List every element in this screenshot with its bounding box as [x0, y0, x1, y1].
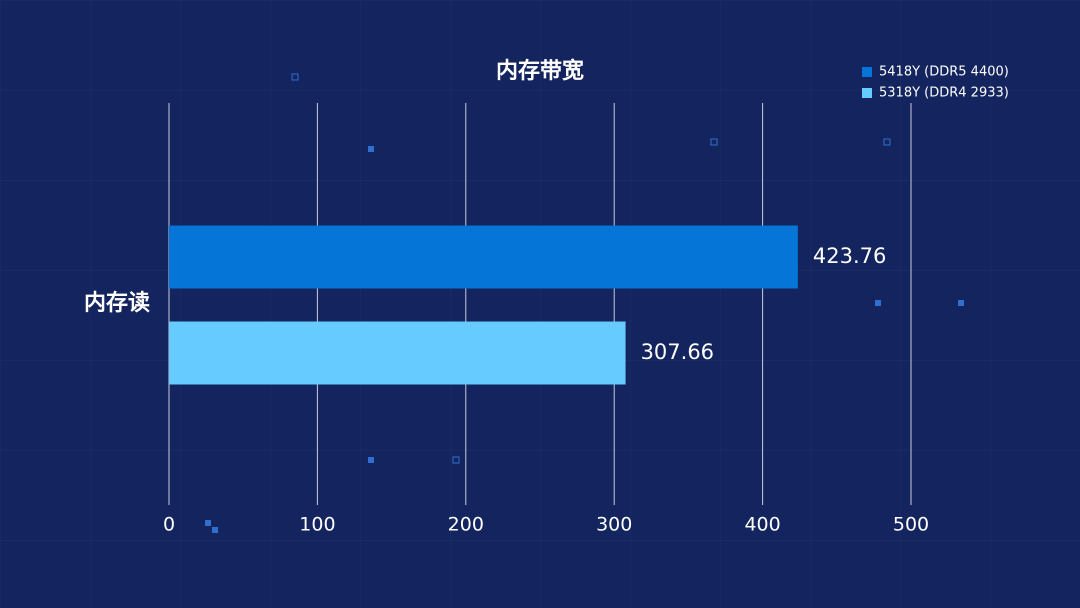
- legend-label: 5418Y (DDR5 4400): [879, 65, 1009, 80]
- decoration-dots: [205, 146, 964, 533]
- plot-area: 0 100 200 300 400 500 内存读 423.76 5418Y (DDR5 440…: [84, 65, 1009, 536]
- decoration: [291, 73, 891, 464]
- y-tick-label: 内存读: [84, 290, 150, 316]
- x-tick-label: 400: [744, 514, 780, 536]
- value-label: 423.76: [813, 244, 886, 268]
- x-tick-label: 200: [448, 514, 484, 536]
- legend-label: 5318Y (DDR4 2933): [879, 86, 1009, 101]
- x-tick-label: 300: [596, 514, 632, 536]
- legend-swatch: [862, 88, 872, 98]
- x-tick-label: 100: [299, 514, 335, 536]
- x-tick-label: 0: [163, 514, 175, 536]
- bar: [169, 225, 798, 289]
- value-label: 307.66: [641, 340, 714, 364]
- x-tick-label: 500: [893, 514, 929, 536]
- bar: [169, 321, 626, 385]
- legend-swatch: [862, 67, 872, 77]
- chart-title: 内存带宽: [496, 58, 584, 84]
